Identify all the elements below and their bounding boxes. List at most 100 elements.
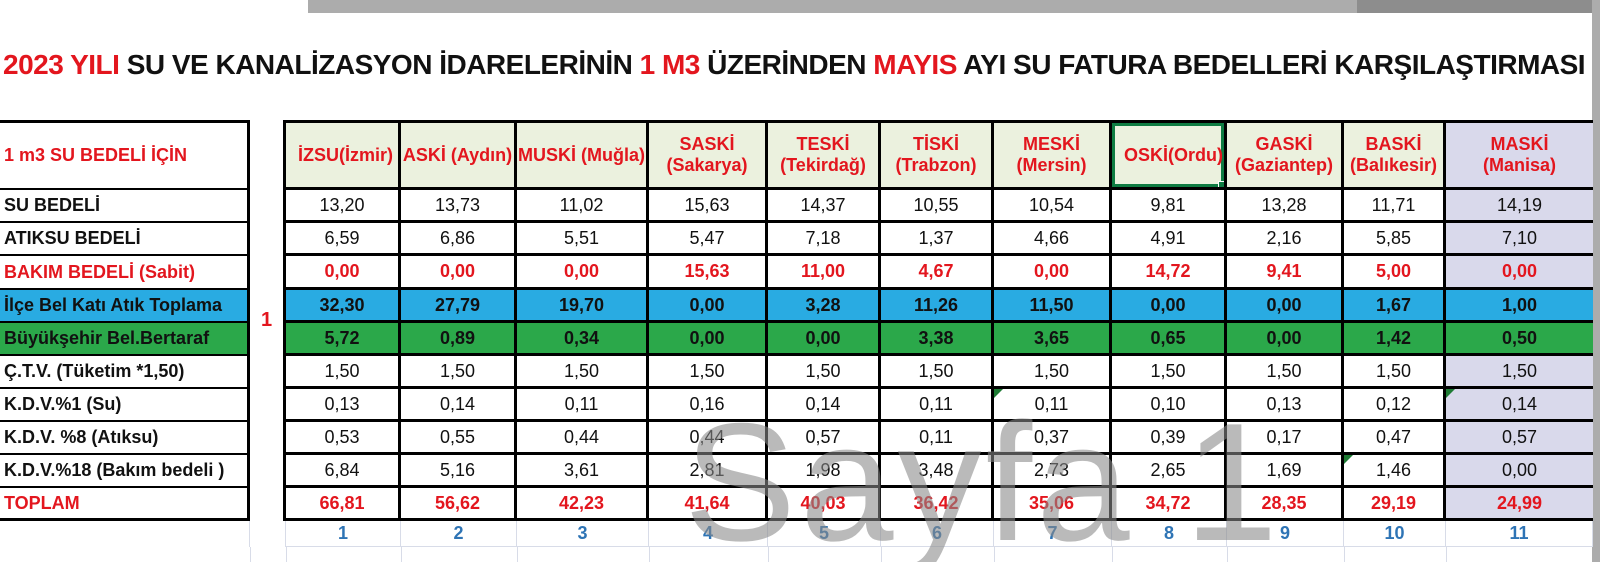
value-cell-saski[interactable]: 0,00	[649, 290, 768, 323]
merged-group-number-cell[interactable]: 1	[250, 120, 286, 521]
value-cell-maski[interactable]: 0,00	[1446, 455, 1593, 488]
value-cell-maski[interactable]: 0,57	[1446, 422, 1593, 455]
value-cell-baski[interactable]: 1,67	[1344, 290, 1446, 323]
value-cell-muski[interactable]: 3,61	[517, 455, 649, 488]
value-cell-meski[interactable]: 10,54	[994, 190, 1112, 223]
value-cell-aski[interactable]: 0,55	[401, 422, 517, 455]
value-cell-baski[interactable]: 1,42	[1344, 323, 1446, 356]
value-cell-meski[interactable]: 11,50	[994, 290, 1112, 323]
value-cell-izsu[interactable]: 0,53	[286, 422, 401, 455]
value-cell-teski[interactable]: 0,57	[768, 422, 881, 455]
value-cell-saski[interactable]: 0,44	[649, 422, 768, 455]
value-cell-gaski[interactable]: 0,13	[1227, 389, 1344, 422]
value-cell-teski[interactable]: 14,37	[768, 190, 881, 223]
column-header-baski[interactable]: BASKİ (Balıkesir)	[1344, 120, 1446, 190]
value-cell-tiski[interactable]: 1,37	[881, 223, 994, 256]
value-cell-gaski[interactable]: 28,35	[1227, 488, 1344, 521]
rank-cell-aski[interactable]: 2	[401, 521, 517, 547]
rank-cell-baski[interactable]: 10	[1344, 521, 1446, 547]
value-cell-teski[interactable]: 11,00	[768, 256, 881, 290]
value-cell-muski[interactable]: 42,23	[517, 488, 649, 521]
value-cell-tiski[interactable]: 0,11	[881, 389, 994, 422]
value-cell-meski[interactable]: 2,73	[994, 455, 1112, 488]
column-header-aski[interactable]: ASKİ (Aydın)	[401, 120, 517, 190]
value-cell-tiski[interactable]: 36,42	[881, 488, 994, 521]
value-cell-gaski[interactable]: 0,00	[1227, 290, 1344, 323]
horizontal-scrollbar-track[interactable]	[308, 0, 1592, 13]
column-header-oski[interactable]: OSKİ (Ordu)	[1112, 120, 1227, 190]
value-cell-baski[interactable]: 1,46	[1344, 455, 1446, 488]
value-cell-meski[interactable]: 0,00	[994, 256, 1112, 290]
value-cell-maski[interactable]: 7,10	[1446, 223, 1593, 256]
value-cell-gaski[interactable]: 1,50	[1227, 356, 1344, 389]
value-cell-maski[interactable]: 0,00	[1446, 256, 1593, 290]
value-cell-izsu[interactable]: 0,13	[286, 389, 401, 422]
value-cell-saski[interactable]: 0,00	[649, 323, 768, 356]
value-cell-teski[interactable]: 3,28	[768, 290, 881, 323]
value-cell-teski[interactable]: 7,18	[768, 223, 881, 256]
column-header-meski[interactable]: MESKİ (Mersin)	[994, 120, 1112, 190]
value-cell-saski[interactable]: 41,64	[649, 488, 768, 521]
value-cell-izsu[interactable]: 32,30	[286, 290, 401, 323]
rank-cell-muski[interactable]: 3	[517, 521, 649, 547]
value-cell-aski[interactable]: 0,89	[401, 323, 517, 356]
value-cell-saski[interactable]: 2,81	[649, 455, 768, 488]
corner-header-cell[interactable]: 1 m3 SU BEDELİ İÇİN	[0, 120, 250, 190]
value-cell-oski[interactable]: 0,00	[1112, 290, 1227, 323]
rank-cell-meski[interactable]: 7	[994, 521, 1112, 547]
value-cell-saski[interactable]: 0,16	[649, 389, 768, 422]
value-cell-meski[interactable]: 3,65	[994, 323, 1112, 356]
value-cell-meski[interactable]: 4,66	[994, 223, 1112, 256]
value-cell-gaski[interactable]: 9,41	[1227, 256, 1344, 290]
rank-cell-izsu[interactable]: 1	[286, 521, 401, 547]
row-label-1[interactable]: SU BEDELİ	[0, 190, 250, 223]
value-cell-tiski[interactable]: 3,38	[881, 323, 994, 356]
value-cell-maski[interactable]: 1,50	[1446, 356, 1593, 389]
value-cell-baski[interactable]: 5,85	[1344, 223, 1446, 256]
value-cell-oski[interactable]: 14,72	[1112, 256, 1227, 290]
value-cell-teski[interactable]: 40,03	[768, 488, 881, 521]
value-cell-oski[interactable]: 0,65	[1112, 323, 1227, 356]
value-cell-saski[interactable]: 1,50	[649, 356, 768, 389]
value-cell-aski[interactable]: 13,73	[401, 190, 517, 223]
value-cell-baski[interactable]: 0,47	[1344, 422, 1446, 455]
value-cell-muski[interactable]: 0,44	[517, 422, 649, 455]
column-header-muski[interactable]: MUSKİ (Muğla)	[517, 120, 649, 190]
value-cell-aski[interactable]: 0,14	[401, 389, 517, 422]
rank-cell-tiski[interactable]: 6	[881, 521, 994, 547]
row-label-3[interactable]: BAKIM BEDELİ (Sabit)	[0, 256, 250, 290]
value-cell-oski[interactable]: 0,39	[1112, 422, 1227, 455]
value-cell-maski[interactable]: 14,19	[1446, 190, 1593, 223]
value-cell-tiski[interactable]: 0,11	[881, 422, 994, 455]
value-cell-gaski[interactable]: 0,17	[1227, 422, 1344, 455]
row-label-10[interactable]: TOPLAM	[0, 488, 250, 521]
value-cell-saski[interactable]: 5,47	[649, 223, 768, 256]
value-cell-maski[interactable]: 1,00	[1446, 290, 1593, 323]
value-cell-meski[interactable]: 0,37	[994, 422, 1112, 455]
value-cell-izsu[interactable]: 5,72	[286, 323, 401, 356]
value-cell-oski[interactable]: 0,10	[1112, 389, 1227, 422]
row-label-8[interactable]: K.D.V. %8 (Atıksu)	[0, 422, 250, 455]
value-cell-muski[interactable]: 0,34	[517, 323, 649, 356]
value-cell-muski[interactable]: 1,50	[517, 356, 649, 389]
value-cell-meski[interactable]: 0,11	[994, 389, 1112, 422]
value-cell-aski[interactable]: 56,62	[401, 488, 517, 521]
row-label-6[interactable]: Ç.T.V. (Tüketim *1,50)	[0, 356, 250, 389]
value-cell-aski[interactable]: 27,79	[401, 290, 517, 323]
column-header-gaski[interactable]: GASKİ (Gaziantep)	[1227, 120, 1344, 190]
value-cell-muski[interactable]: 19,70	[517, 290, 649, 323]
value-cell-maski[interactable]: 0,50	[1446, 323, 1593, 356]
value-cell-aski[interactable]: 0,00	[401, 256, 517, 290]
value-cell-tiski[interactable]: 10,55	[881, 190, 994, 223]
value-cell-saski[interactable]: 15,63	[649, 256, 768, 290]
value-cell-oski[interactable]: 1,50	[1112, 356, 1227, 389]
value-cell-oski[interactable]: 4,91	[1112, 223, 1227, 256]
value-cell-teski[interactable]: 1,50	[768, 356, 881, 389]
row-label-2[interactable]: ATIKSU BEDELİ	[0, 223, 250, 256]
rank-cell-saski[interactable]: 4	[649, 521, 768, 547]
value-cell-muski[interactable]: 0,00	[517, 256, 649, 290]
column-header-teski[interactable]: TESKİ (Tekirdağ)	[768, 120, 881, 190]
value-cell-saski[interactable]: 15,63	[649, 190, 768, 223]
value-cell-maski[interactable]: 0,14	[1446, 389, 1593, 422]
rank-cell-gaski[interactable]: 9	[1227, 521, 1344, 547]
